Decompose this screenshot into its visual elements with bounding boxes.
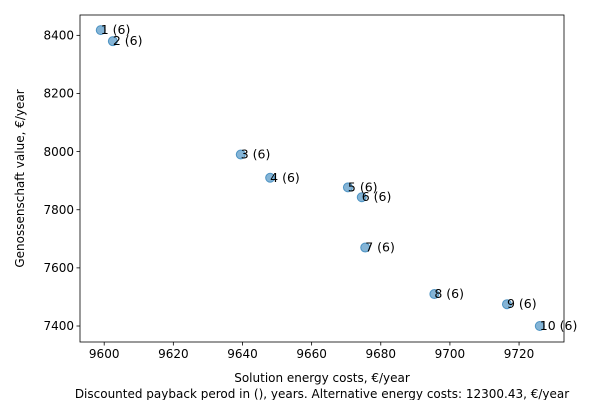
data-point-label: 1 (6) — [101, 22, 131, 37]
data-point-label: 9 (6) — [507, 296, 537, 311]
y-tick-label: 7600 — [43, 261, 74, 275]
plot-area — [79, 14, 565, 343]
chart-caption: Discounted payback perod in (), years. A… — [75, 387, 569, 400]
data-point — [356, 192, 367, 203]
data-point — [265, 172, 276, 183]
x-tick-label: 9720 — [504, 347, 535, 361]
data-point-label: 5 (6) — [348, 179, 378, 194]
data-point-label: 10 (6) — [540, 318, 578, 333]
y-tick-label: 8400 — [43, 29, 74, 43]
data-point — [107, 36, 118, 47]
x-tick-label: 9600 — [89, 347, 120, 361]
x-tick-label: 9680 — [365, 347, 396, 361]
data-point-label: 3 (6) — [241, 147, 271, 162]
data-points — [95, 25, 545, 332]
axis-ticks: 9600 9620 9640 9660 9680 9700 9720 7400 7600 7800… — [43, 29, 534, 361]
x-tick-label: 9700 — [435, 347, 466, 361]
y-tick-label: 7800 — [43, 203, 74, 217]
x-tick-label: 9620 — [158, 347, 189, 361]
y-axis-label: Genossenschaft value, €/year — [13, 89, 27, 267]
data-point-label: 6 (6) — [362, 189, 392, 204]
data-point — [360, 242, 371, 253]
data-point — [235, 149, 246, 160]
data-point — [429, 289, 440, 300]
point-labels: 1 (6)2 (6) 3 (6) 4 (6) 5 (6)6 (6) 7 (6) 8 (6)… — [101, 22, 578, 333]
data-point-label: 8 (6) — [434, 286, 464, 301]
y-tick-label: 8000 — [43, 145, 74, 159]
y-tick-label: 8200 — [43, 87, 74, 101]
data-point-label: 4 (6) — [270, 170, 300, 185]
plot-frame — [79, 14, 565, 343]
data-point-label: 2 (6) — [113, 33, 143, 48]
data-point — [501, 299, 512, 310]
x-axis-label: Solution energy costs, €/year — [234, 371, 410, 385]
x-tick-label: 9640 — [227, 347, 258, 361]
data-point — [534, 321, 545, 332]
x-tick-label: 9660 — [296, 347, 327, 361]
data-point — [342, 182, 353, 193]
data-point-label: 7 (6) — [365, 240, 395, 255]
data-point — [95, 25, 106, 36]
y-tick-label: 7400 — [43, 319, 74, 333]
